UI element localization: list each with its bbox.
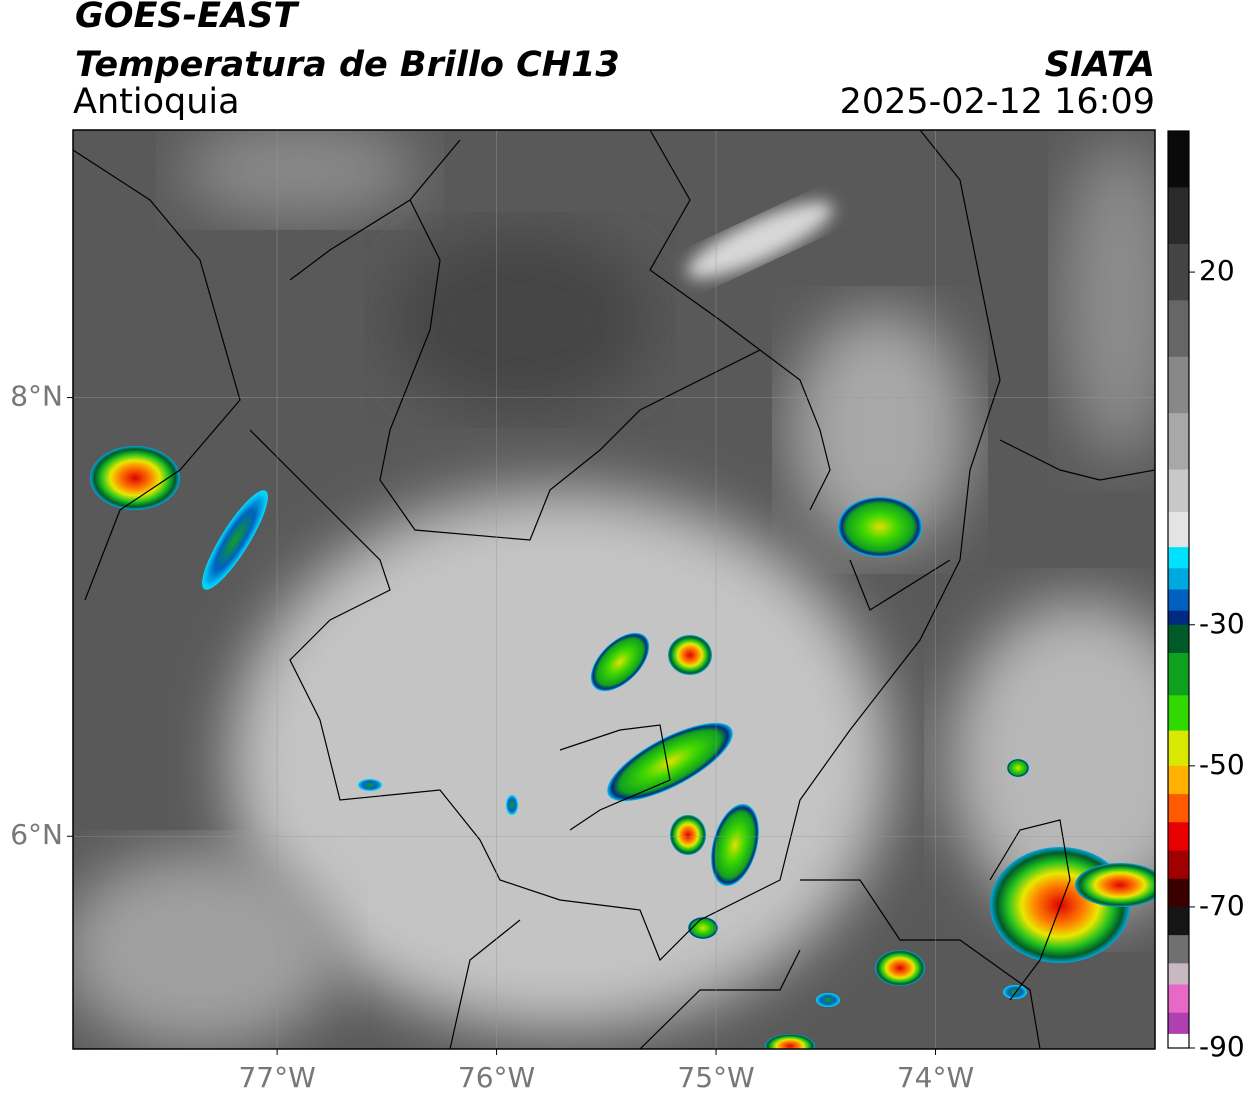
colorbar-tick-label: -90 <box>1199 1030 1245 1063</box>
subtitle: Temperatura de Brillo CH13 <box>75 45 620 85</box>
colorbar-segment <box>1168 413 1189 471</box>
colorbar-tick-label: -70 <box>1199 889 1245 922</box>
x-tick-label: 77°W <box>238 1061 315 1094</box>
x-tick-label: 74°W <box>897 1061 974 1094</box>
colorbar-segment <box>1168 589 1189 612</box>
colorbar-segment <box>1168 935 1189 964</box>
colorbar-tick-label: -30 <box>1199 607 1245 640</box>
colorbar-segment <box>1168 1033 1189 1049</box>
colorbar-segment <box>1168 963 1189 986</box>
x-tick-label: 75°W <box>677 1061 754 1094</box>
colorbar-segment <box>1168 794 1189 823</box>
colorbar-tick-label: 20 <box>1199 254 1235 287</box>
colorbar-segment <box>1168 822 1189 851</box>
colorbar-segment <box>1168 547 1189 569</box>
colorbar-segment <box>1168 243 1189 301</box>
colorbar-segment <box>1168 652 1189 696</box>
colorbar-segment <box>1168 730 1189 767</box>
colorbar-segment <box>1168 568 1189 590</box>
colorbar-frame <box>1167 130 1190 1049</box>
colorbar-segment <box>1168 1012 1189 1035</box>
satellite-image <box>73 130 1155 1049</box>
colorbar <box>1168 131 1189 1049</box>
colorbar-segment <box>1168 878 1189 908</box>
colorbar-segment <box>1168 984 1189 1014</box>
region: Antioquia <box>73 82 240 122</box>
colorbar-segment <box>1168 511 1189 548</box>
colorbar-segment <box>1168 187 1189 245</box>
colorbar-segment <box>1168 356 1189 414</box>
colorbar-segment <box>1168 765 1189 795</box>
colorbar-segment <box>1168 469 1189 513</box>
datetime: 2025-02-12 16:09 <box>840 82 1155 122</box>
colorbar-segment <box>1168 850 1189 880</box>
colorbar-segment <box>1168 906 1189 936</box>
y-tick-label: 6°N <box>10 818 63 851</box>
colorbar-segment <box>1168 300 1189 358</box>
title: GOES-EAST <box>75 0 300 36</box>
colorbar-segment <box>1168 695 1189 732</box>
colorbar-segment <box>1168 610 1189 626</box>
source: SIATA <box>1045 45 1155 85</box>
x-tick-label: 76°W <box>458 1061 535 1094</box>
map-frame <box>72 129 1156 1050</box>
colorbar-segment <box>1168 624 1189 654</box>
y-tick-label: 8°N <box>10 380 63 413</box>
grid <box>73 130 1155 1049</box>
colorbar-tick-label: -50 <box>1199 748 1245 781</box>
colorbar-segment <box>1168 131 1189 188</box>
